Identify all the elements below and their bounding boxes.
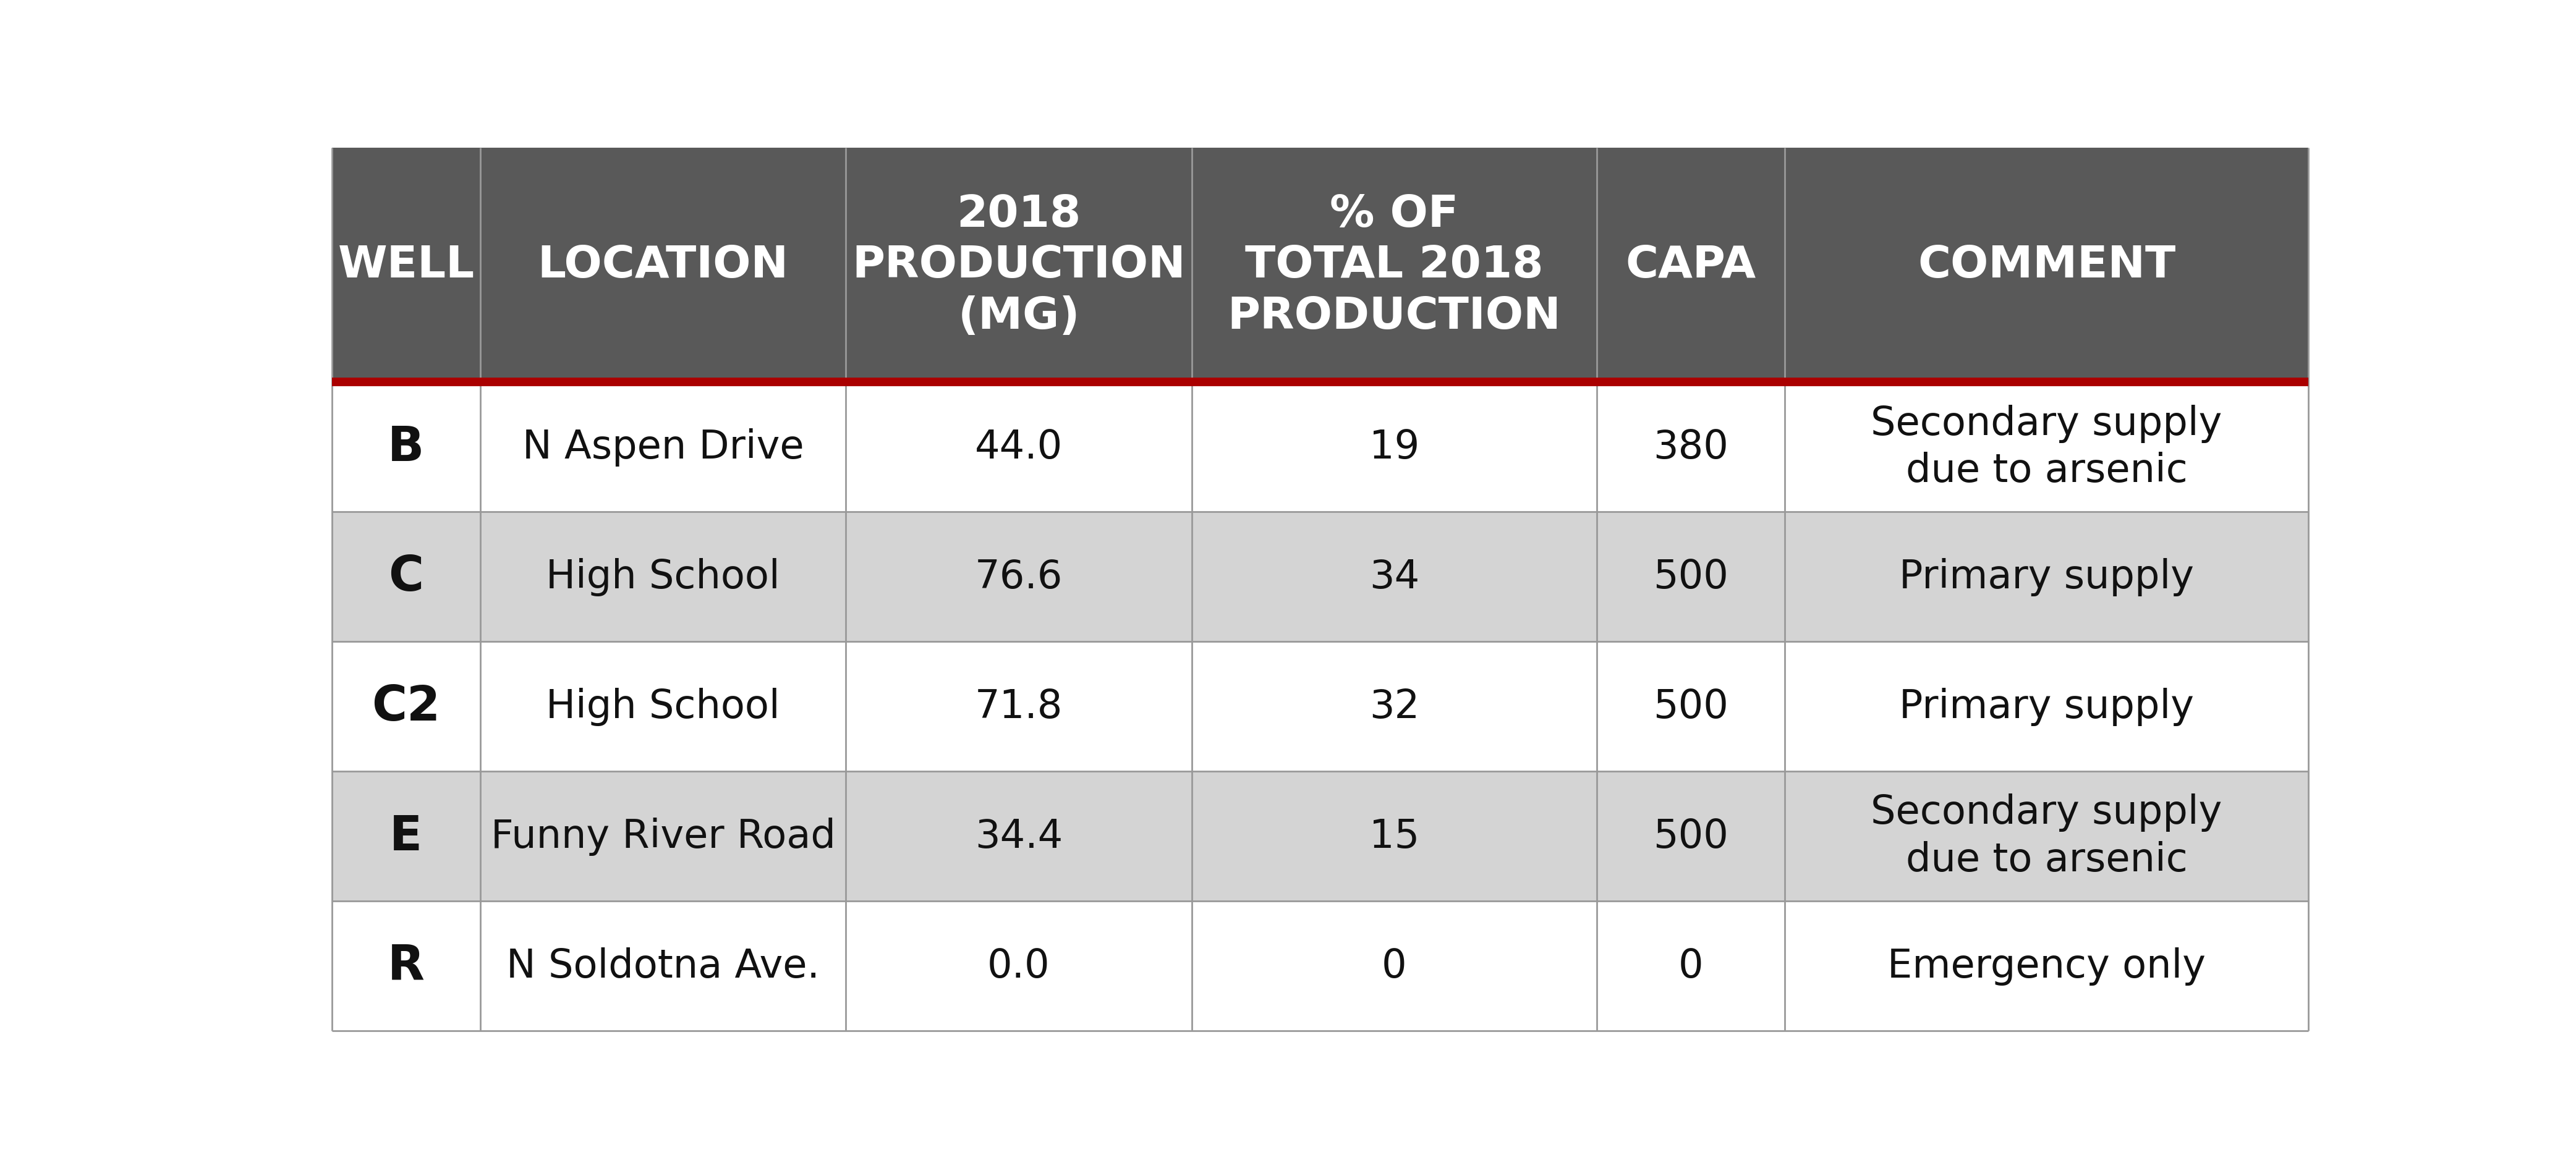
Text: % OF
TOTAL 2018
PRODUCTION: % OF TOTAL 2018 PRODUCTION [1229,193,1561,337]
Bar [332,512,2308,642]
Text: 71.8: 71.8 [974,687,1064,726]
Text: 500: 500 [1654,687,1728,726]
Text: B: B [389,423,425,471]
Text: COMMENT: COMMENT [1917,244,2177,287]
Text: N Aspen Drive: N Aspen Drive [523,428,804,466]
Text: 0: 0 [1381,947,1406,985]
Text: CAPA: CAPA [1625,244,1757,287]
Text: LOCATION: LOCATION [538,244,788,287]
Text: High School: High School [546,557,781,595]
Text: Primary supply: Primary supply [1899,557,2195,595]
Text: 34.4: 34.4 [974,816,1064,855]
Text: Primary supply: Primary supply [1899,687,2195,726]
Text: E: E [389,813,422,859]
Text: 500: 500 [1654,816,1728,855]
Text: Emergency only: Emergency only [1888,947,2205,985]
Text: 2018
PRODUCTION
(MG): 2018 PRODUCTION (MG) [853,193,1185,337]
Text: N Soldotna Ave.: N Soldotna Ave. [507,947,819,985]
Text: Secondary supply
due to arsenic: Secondary supply due to arsenic [1870,405,2223,490]
Text: WELL: WELL [337,244,474,287]
Text: 32: 32 [1370,687,1419,726]
Text: 44.0: 44.0 [974,428,1064,466]
Text: 0: 0 [1677,947,1703,985]
Text: 34: 34 [1370,557,1419,595]
Text: 19: 19 [1370,428,1419,466]
Text: Funny River Road: Funny River Road [489,816,835,855]
Text: High School: High School [546,687,781,726]
Text: 76.6: 76.6 [974,557,1064,595]
Text: 500: 500 [1654,557,1728,595]
Text: C2: C2 [371,683,440,730]
Bar [332,383,2308,512]
Text: 0.0: 0.0 [987,947,1051,985]
Text: R: R [386,942,425,990]
Text: 15: 15 [1370,816,1419,855]
Bar [332,149,2308,383]
Text: Secondary supply
due to arsenic: Secondary supply due to arsenic [1870,793,2223,879]
Bar [332,901,2308,1030]
Text: 380: 380 [1654,428,1728,466]
Bar [332,642,2308,771]
Text: C: C [389,554,422,600]
Bar [332,771,2308,901]
